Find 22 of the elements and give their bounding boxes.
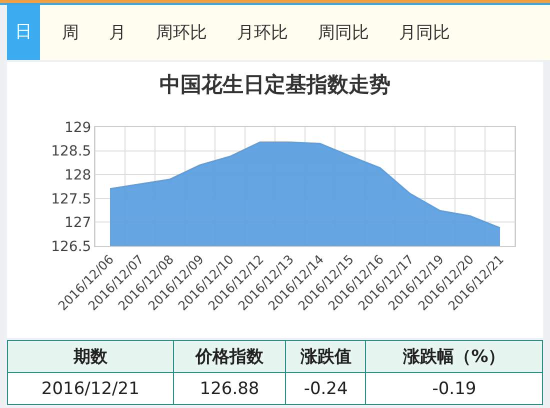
y-tick-label: 129	[64, 120, 92, 136]
text: 126.88	[173, 372, 286, 404]
y-tick-label: 126.5	[51, 238, 92, 255]
text: 月	[109, 22, 126, 44]
text: 2016/12/21	[8, 372, 174, 404]
text: 涨跌幅（%）	[366, 340, 542, 372]
y-tick-label: 128.5	[51, 144, 92, 160]
text: 周	[62, 22, 79, 44]
text: -0.19	[366, 372, 542, 404]
y-tick-label: 127	[64, 215, 92, 232]
y-tick-label: 127.5	[51, 191, 92, 208]
text: 日	[7, 5, 40, 60]
text: 期数	[8, 340, 174, 372]
text: 周环比	[156, 22, 207, 44]
text: 月环比	[237, 22, 288, 44]
text: 周同比	[318, 22, 369, 44]
text: 价格指数	[173, 340, 286, 372]
chart-title: 中国花生日定基指数走势	[160, 72, 390, 96]
y-tick-label: 128	[64, 168, 92, 184]
text: 涨跌值	[286, 340, 366, 372]
text: 月同比	[399, 22, 450, 44]
text: -0.24	[286, 372, 366, 404]
